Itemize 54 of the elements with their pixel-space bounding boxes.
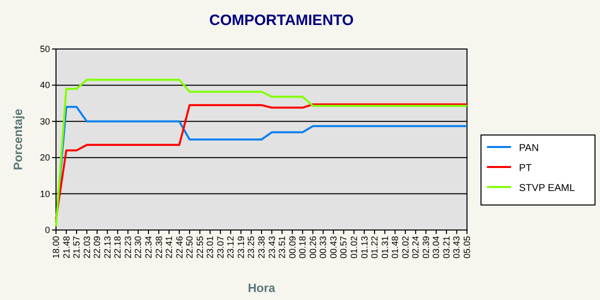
legend-label: PT [519,163,532,174]
legend-label: PAN [519,143,539,154]
x-tick-label: 02.02 [400,236,410,259]
x-tick-label: 21.48 [61,236,72,259]
x-tick-label: 01.22 [370,236,380,259]
x-tick-label: 22.41 [164,236,174,259]
x-tick-label: 23.38 [256,236,266,259]
x-tick-label: 01.48 [390,236,400,259]
x-tick-label: 22.34 [143,236,154,259]
legend-label: STVP EAML [519,183,576,194]
x-tick-label: 02.39 [420,236,431,259]
chart-title: COMPORTAMIENTO [209,12,354,29]
y-tick-label: 40 [40,80,50,90]
x-tick-label: 22.55 [194,236,205,259]
x-tick-label: 22.09 [92,236,102,259]
y-axis-title: Porcentaje [11,108,25,170]
x-tick-label: 00.33 [318,236,328,259]
x-tick-label: 23.12 [226,236,236,259]
x-tick-label: 00.57 [338,236,349,259]
x-tick-label: 18.00 [51,236,61,259]
x-tick-label: 01.02 [348,236,359,259]
x-tick-label: 22.50 [184,236,195,259]
x-tick-label: 05.05 [462,236,472,259]
x-tick-label: 22.46 [174,236,184,259]
x-tick-label: 01.13 [359,236,370,259]
y-tick-label: 30 [40,116,50,126]
x-tick-label: 23.43 [266,236,277,259]
line-series [55,78,468,228]
x-tick-label: 23.19 [236,236,246,259]
x-tick-label: 22.23 [122,236,133,259]
x-tick-label: 21.57 [72,236,82,259]
y-tick-label: 20 [40,152,50,163]
x-tick-label: 02.24 [410,236,421,259]
x-tick-label: 22.18 [112,236,123,259]
x-tick-label: 03.43 [452,236,462,259]
x-tick-label: 23.07 [215,236,226,259]
x-tick-label: 00.26 [308,236,318,259]
x-tick-label: 23.25 [246,236,256,259]
x-tick-label: 22.13 [102,236,112,259]
x-tick-label: 03.21 [441,236,452,259]
x-tick-label: 01.31 [380,236,390,259]
y-tick-label: 0 [44,225,50,235]
x-tick-label: 22.38 [154,236,164,259]
x-tick-label: 23.51 [277,236,288,259]
x-tick-label: 00.43 [328,236,338,259]
x-tick-label: 22.30 [133,236,144,259]
y-tick-label: 50 [40,44,50,54]
x-tick-label: 00.18 [298,236,308,259]
x-tick-label: 22.03 [82,236,92,259]
x-tick-label: 03.04 [431,236,442,259]
y-tick-label: 10 [40,188,50,199]
x-tick-label: 00.09 [287,236,298,259]
x-axis-title: Hora [248,281,276,295]
x-tick-label: 23.01 [205,236,216,259]
